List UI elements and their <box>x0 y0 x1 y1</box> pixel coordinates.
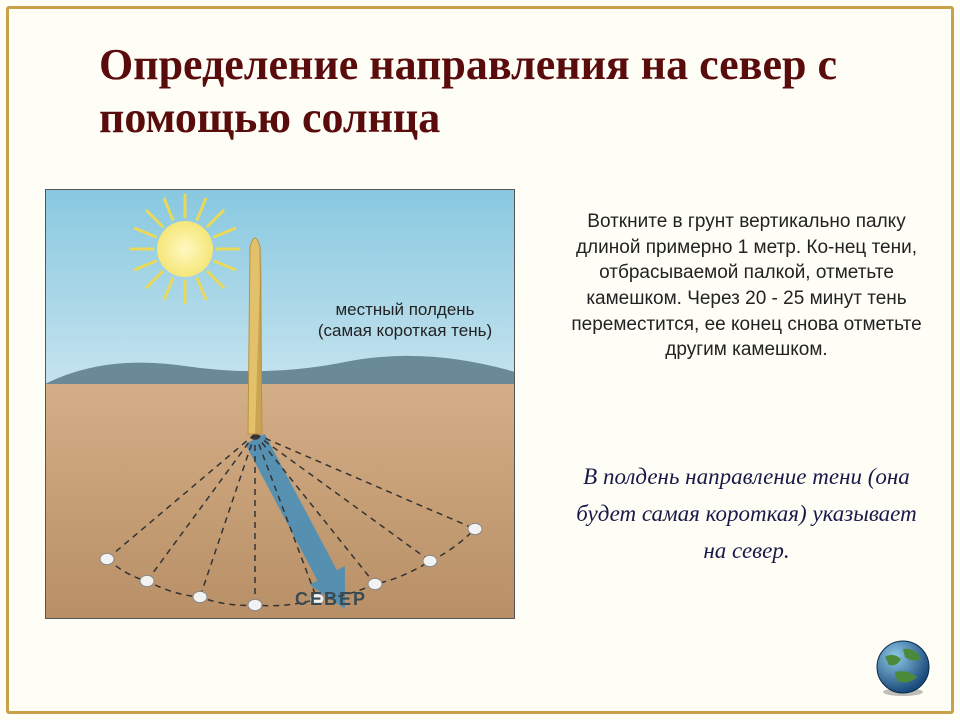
north-label: СЕВЕР <box>295 589 367 610</box>
page-title: Определение направления на север с помощ… <box>99 39 879 145</box>
noon-label-line1: местный полдень <box>335 300 474 319</box>
noon-label: местный полдень (самая короткая тень) <box>305 299 505 342</box>
slide-frame: Определение направления на север с помощ… <box>6 6 954 714</box>
instruction-paragraph: Воткните в грунт вертикально палку длино… <box>569 209 924 363</box>
noon-label-line2: (самая короткая тень) <box>318 321 492 340</box>
sun-shadow-diagram: местный полдень (самая короткая тень) СЕ… <box>45 189 515 619</box>
globe-icon <box>873 637 933 697</box>
conclusion-paragraph: В полдень направление тени (она будет са… <box>569 459 924 569</box>
